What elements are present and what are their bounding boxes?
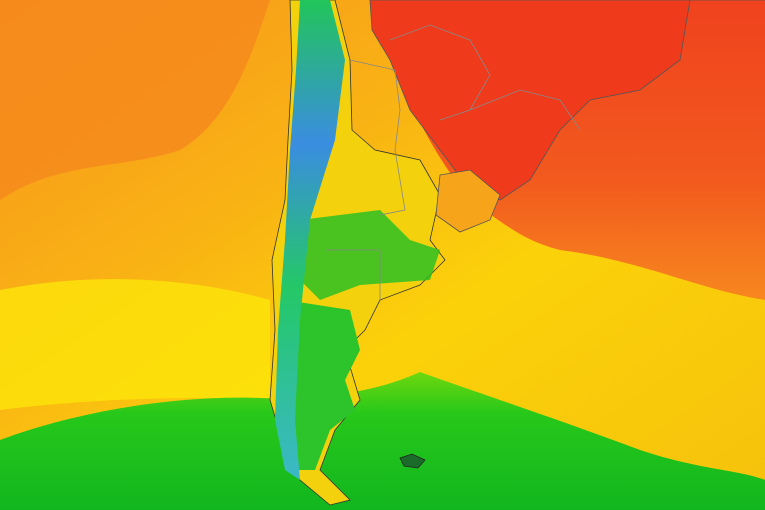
yellow-band [0, 279, 270, 410]
green-pampas [300, 210, 440, 300]
borders [325, 24, 581, 300]
country-border [389, 24, 491, 121]
province-border [325, 249, 381, 300]
cold-south-zone [0, 372, 765, 510]
country-border [469, 89, 581, 131]
brazil-paraguay-land [369, 0, 765, 201]
warm-west-zone [0, 0, 270, 200]
province-border [349, 59, 406, 216]
uruguay-land [435, 169, 501, 233]
andes-cold-strip [275, 0, 345, 480]
falkland-islands [399, 453, 426, 469]
